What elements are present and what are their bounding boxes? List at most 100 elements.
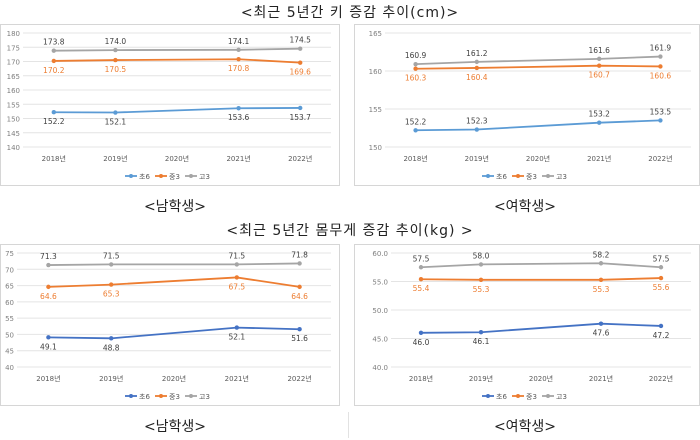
data-point [418,330,424,335]
data-label: 46.1 [473,337,490,346]
data-point [46,262,51,268]
data-label: 47.2 [653,331,670,340]
legend-marker [486,174,490,178]
data-label: 160.7 [588,71,610,80]
y-tick-label: 65 [5,283,14,291]
data-label: 152.2 [405,117,427,126]
data-label: 174.1 [228,37,250,46]
x-tick-label: 2019년 [469,374,493,383]
data-point [658,118,663,123]
legend-label: 초6 [496,393,507,401]
series-line-중3 [420,277,662,281]
data-label: 170.5 [105,65,127,74]
data-point [597,63,602,68]
y-tick-label: 60 [5,299,14,307]
data-label: 71.8 [291,250,308,259]
data-label: 57.5 [653,254,670,263]
weight-boys-chart-panel: 40 45 50 55 60 65 70 75 2018년 2019년 2020년 2021년 2022… [0,244,340,406]
x-tick-label: 2019년 [465,154,489,163]
x-tick-label: 2021년 [589,374,613,383]
y-tick-label: 45.0 [372,336,388,344]
data-point [474,127,479,132]
y-tick-label: 150 [369,144,382,152]
y-tick-label: 55.0 [372,279,388,287]
height-section-title: <최근 5년간 키 증감 추이(cm)> [240,5,460,21]
legend-marker [159,394,163,398]
x-tick-label: 2020년 [526,154,550,163]
height-girls-label: <여학생> [493,199,557,215]
data-point [109,282,114,287]
data-point [236,106,241,111]
data-label: 51.6 [291,334,308,343]
y-tick-label: 175 [7,44,20,52]
data-label: 152.2 [43,117,65,126]
legend-label: 고3 [556,393,567,401]
y-tick-label: 55 [5,315,14,323]
x-tick-label: 2020년 [162,374,186,383]
data-label: 47.6 [593,329,610,338]
data-label: 49.1 [40,342,57,351]
height-boys-chart: 140 145 150 155 160 165 170 175 180 2018년 2019년 202… [7,30,331,181]
data-point [297,284,302,290]
y-tick-label: 45 [5,348,14,356]
legend-label: 고3 [556,173,567,181]
data-point [478,277,484,282]
data-label: 152.1 [105,118,127,127]
data-label: 160.3 [405,74,427,83]
data-point [109,262,114,267]
data-point [46,335,51,340]
data-label: 64.6 [291,292,308,301]
y-tick-label: 60.0 [372,250,388,258]
data-label: 170.2 [43,66,65,75]
data-label: 55.4 [413,284,430,293]
series-line-중3 [48,276,300,288]
legend-label: 초6 [139,173,150,181]
x-tick-label: 2022년 [287,374,311,383]
legend-label: 중3 [169,393,180,401]
data-point [298,46,303,51]
weight-boys-chart: 40 45 50 55 60 65 70 75 2018년 2019년 2020년 2021년 2022… [5,250,331,401]
data-label: 55.3 [593,285,610,294]
series-line-초6 [420,322,662,334]
data-point [298,105,303,111]
y-tick-label: 70 [5,266,14,274]
data-point [658,265,664,270]
series-line-중3 [415,64,661,70]
y-tick-label: 165 [369,30,382,38]
data-label: 153.2 [588,110,610,119]
data-point [234,275,239,280]
series-line-고3 [415,55,661,66]
y-tick-label: 75 [5,250,14,258]
y-tick-label: 155 [7,101,20,109]
legend-marker [516,394,520,398]
data-label: 58.2 [593,250,610,259]
legend-label: 중3 [526,393,537,401]
x-tick-label: 2021년 [226,154,250,163]
y-tick-label: 50.0 [372,307,388,315]
weight-girls-chart-panel: 40.0 45.0 50.0 55.0 60.0 2018년 2019년 2020년 2021년… [354,244,700,406]
data-label: 160.4 [466,73,488,82]
weight-girls-chart: 40.0 45.0 50.0 55.0 60.0 2018년 2019년 2020년 2021년… [372,250,691,401]
series-line-초6 [415,119,661,132]
data-label: 57.5 [413,254,430,263]
bottom-divider [348,412,349,438]
height-girls-chart: 150 155 160 165 2018년 2019년 2020년 2021년 2022년 152… [369,30,691,181]
data-point [297,261,302,266]
y-tick-label: 165 [7,73,20,81]
data-label: 65.3 [103,290,120,299]
data-point [474,59,479,65]
x-tick-label: 2019년 [99,374,123,383]
y-tick-label: 160 [7,87,20,95]
series-line-중3 [53,58,301,64]
data-point [234,262,239,267]
legend-label: 중3 [169,173,180,181]
data-label: 71.5 [228,251,245,260]
data-label: 55.3 [473,285,490,294]
legend-marker [189,174,193,178]
data-point [478,330,484,335]
legend-marker [159,174,163,178]
data-label: 169.6 [289,68,311,77]
x-tick-label: 2018년 [36,374,60,383]
data-point [236,57,241,62]
y-tick-label: 155 [369,106,382,114]
